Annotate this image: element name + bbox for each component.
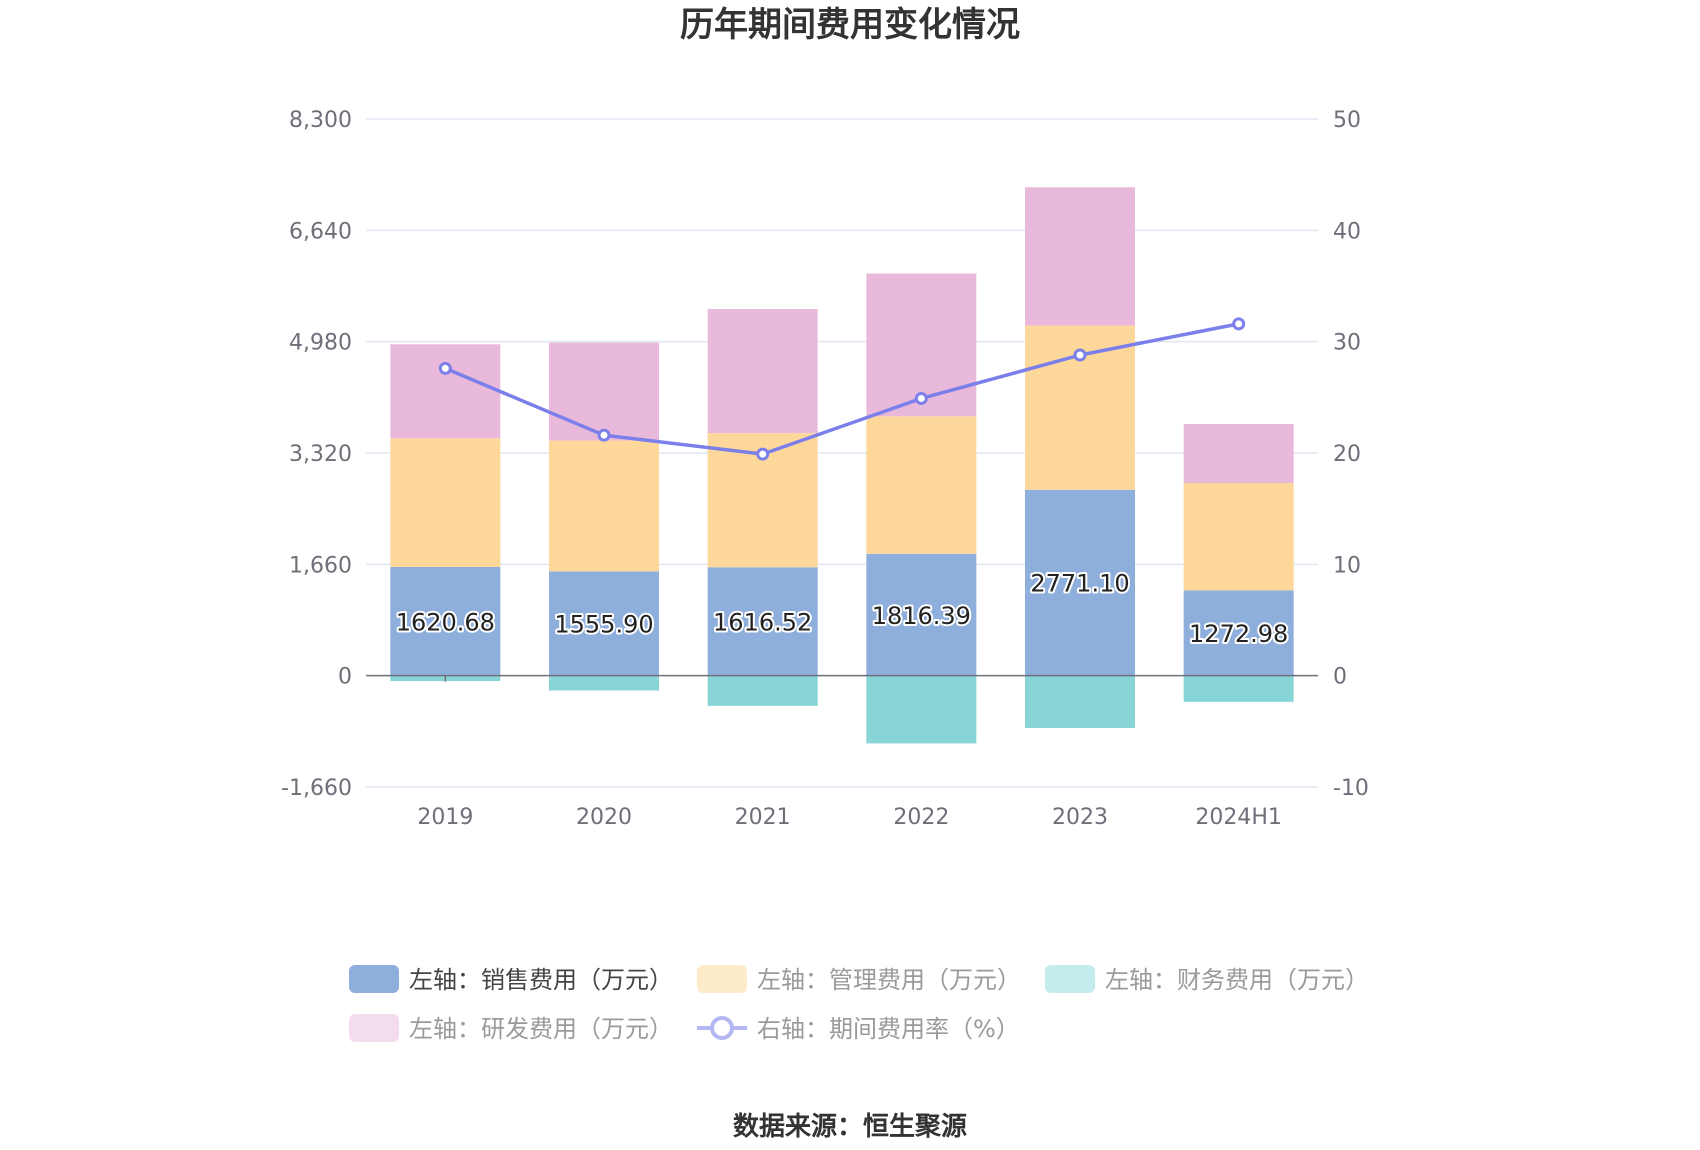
bar-1-2024H1 [1183,482,1294,591]
bar-0-2019 [390,566,501,676]
right-tick-label: 0 [1333,665,1347,690]
rate-point-2022 [914,391,928,405]
legend: 左轴：销售费用（万元） 左轴：管理费用（万元） 左轴：财务费用（万元） 左轴：研发费用… [349,965,1369,1043]
left-axis-ticks: -1,660 0 1,660 3,320 4,980 6,640 8,300 [281,108,352,801]
bar-3-2023 [1025,187,1135,326]
bar-0-2022 [866,553,977,676]
left-tick-label: 6,640 [289,219,352,244]
x-axis-line [366,674,1318,682]
left-tick-label: 8,300 [289,108,352,133]
bar-1-2019 [390,438,501,567]
bar-1-2022 [866,416,977,554]
rate-point-2021 [756,447,770,461]
left-tick-label: 0 [338,665,352,690]
legend-label: 左轴：研发费用（万元） [409,1015,673,1043]
sales-value-label: 1816.39 [872,602,971,630]
legend-swatch [349,1014,399,1042]
bar-3-2019 [390,344,501,439]
bar-3-2024H1 [1183,423,1294,483]
x-tick-label: 2021 [735,805,791,830]
bar-0-2023 [1025,489,1135,676]
legend-swatch [1045,965,1095,993]
left-tick-label: 4,980 [289,331,352,356]
chart-title: 历年期间费用变化情况 [680,5,1020,45]
legend-label: 左轴：管理费用（万元） [757,966,1021,994]
x-tick-label: 2019 [417,805,473,830]
bar-0-2024H1 [1183,590,1294,676]
right-tick-label: -10 [1333,776,1369,801]
left-tick-label: 3,320 [289,442,352,467]
bar-2-2021 [707,675,818,706]
bar-data-labels: 1620.68 1555.90 1616.52 1816.39 2771.10 1272.… [394,568,1291,650]
bar-0-2021 [707,567,818,676]
x-tick-label: 2022 [893,805,949,830]
legend-label: 左轴：销售费用（万元） [409,966,673,994]
right-tick-label: 40 [1333,219,1361,244]
right-tick-label: 10 [1333,553,1361,578]
rate-point-2020 [597,428,611,442]
bar-2-2023 [1025,675,1135,728]
bar-2-2020 [549,675,659,691]
sales-value-label: 1620.68 [396,608,495,636]
grid-lines [366,118,1318,788]
sales-value-label: 1555.90 [554,610,653,638]
bar-series [390,187,1294,744]
legend-label: 左轴：财务费用（万元） [1105,966,1369,994]
sales-value-label: 1616.52 [713,608,812,636]
bar-2-2024H1 [1183,675,1294,702]
bar-3-2020 [549,342,659,441]
right-tick-label: 20 [1333,442,1361,467]
legend-swatch [349,965,399,993]
rate-point-2019 [438,361,452,375]
bar-2-2022 [866,675,977,744]
rate-point-2024H1 [1232,317,1246,331]
rate-line [444,322,1240,456]
x-axis-ticks: 2019 2020 2021 2022 2023 2024H1 [417,805,1282,830]
left-tick-label: -1,660 [281,776,352,801]
bar-3-2021 [707,309,818,434]
rate-point-2023 [1073,348,1087,362]
x-tick-label: 2024H1 [1195,805,1282,830]
legend-swatch [697,965,747,993]
sales-value-label: 1272.98 [1189,620,1288,648]
left-tick-label: 1,660 [289,553,352,578]
legend-label: 右轴：期间费用率（%） [757,1015,1020,1043]
right-tick-label: 50 [1333,108,1361,133]
right-tick-label: 30 [1333,331,1361,356]
legend-marker [710,1016,734,1040]
data-source: 数据来源：恒生聚源 [733,1112,967,1142]
x-tick-label: 2023 [1052,805,1108,830]
bar-0-2020 [549,571,659,676]
sales-value-label: 2771.10 [1030,570,1129,598]
x-tick-label: 2020 [576,805,632,830]
rate-line-series [438,317,1246,461]
right-axis-ticks: -10 0 10 20 30 40 50 [1333,108,1369,801]
bar-1-2020 [549,440,659,572]
